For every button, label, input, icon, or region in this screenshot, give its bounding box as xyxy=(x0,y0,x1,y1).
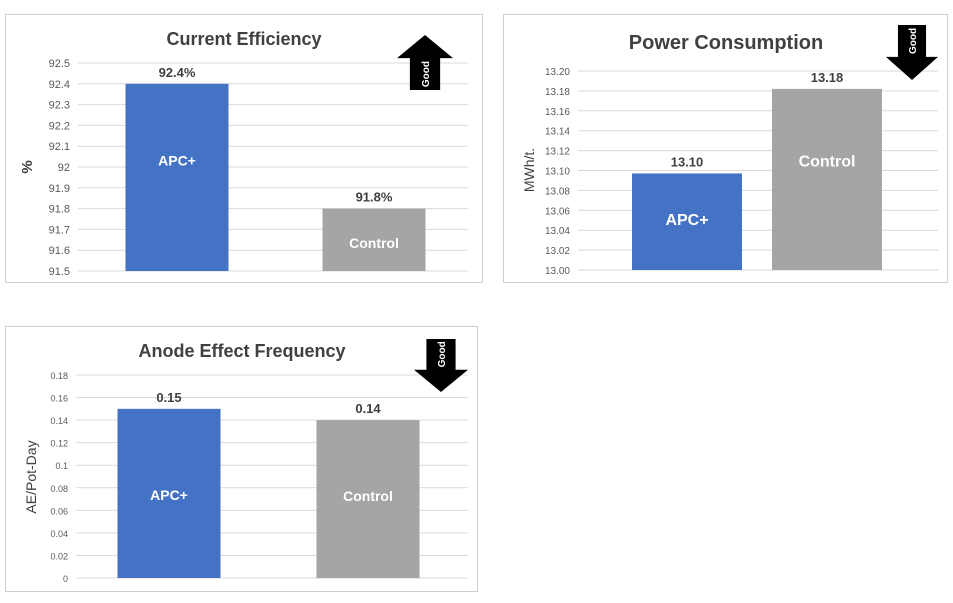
y-tick-label: 91.8 xyxy=(49,204,70,216)
y-tick-label: 91.6 xyxy=(49,245,70,257)
y-tick-label: 0.16 xyxy=(50,394,68,404)
y-tick-label: 0.12 xyxy=(50,439,68,449)
y-tick-label: 92.1 xyxy=(49,141,70,153)
bar xyxy=(632,173,742,270)
data-label: 13.18 xyxy=(811,70,844,85)
bar-category-label: Control xyxy=(799,153,856,170)
bar-category-label: Control xyxy=(343,488,393,504)
y-tick-label: 92.4 xyxy=(49,79,70,91)
good-up-arrow-icon: Good xyxy=(397,35,453,90)
chart-anode-effect-frequency: 0 0.02 0.04 0.06 0.08 0.1 0.12 0.14 0.16 0.18 Anod… xyxy=(23,339,468,584)
y-tick-label: 13.06 xyxy=(545,206,570,217)
chart-panel-power-consumption: 13.00 13.02 13.04 13.06 13.08 13.10 13.12 13.14… xyxy=(503,14,948,283)
y-tick-label: 0.14 xyxy=(50,416,68,426)
good-indicator-label: Good xyxy=(908,28,919,54)
y-tick-label: 0.1 xyxy=(55,461,68,471)
y-tick-label: 13.20 xyxy=(545,67,570,78)
y-axis-label: MWh/t. xyxy=(521,148,537,192)
good-indicator-label: Good xyxy=(437,341,448,367)
y-tick-label: 91.7 xyxy=(49,224,70,236)
good-down-arrow-icon: Good xyxy=(414,339,468,392)
y-tick-label: 92.2 xyxy=(49,120,70,132)
y-tick-label: 13.18 xyxy=(545,87,570,98)
chart-title: Anode Effect Frequency xyxy=(138,341,345,361)
y-tick-label: 13.02 xyxy=(545,246,570,257)
bar xyxy=(316,420,420,578)
chart-title: Current Efficiency xyxy=(166,29,321,49)
data-label: 0.15 xyxy=(156,390,181,405)
bar xyxy=(322,208,426,271)
y-axis-label: AE/Pot-Day xyxy=(23,440,39,513)
y-tick-label: 13.10 xyxy=(545,167,570,178)
y-tick-label: 13.14 xyxy=(545,127,570,138)
y-tick-label: 92 xyxy=(58,162,70,174)
y-tick-label: 0.02 xyxy=(50,551,68,561)
y-tick-label: 13.16 xyxy=(545,107,570,118)
y-tick-label: 91.5 xyxy=(49,266,70,278)
chart-title: Power Consumption xyxy=(629,32,823,54)
bar-category-label: APC+ xyxy=(150,487,188,503)
y-tick-label: 92.5 xyxy=(49,58,70,70)
y-tick-label: 13.00 xyxy=(545,266,570,277)
good-down-arrow-icon: Good xyxy=(886,25,938,80)
y-tick-label: 91.9 xyxy=(49,183,70,195)
chart-panel-current-efficiency: 91.5 91.6 91.7 91.8 91.9 92 92.1 92.2 92.3 92.4 92… xyxy=(5,14,483,283)
bar xyxy=(125,83,229,271)
data-label: 92.4% xyxy=(159,65,196,80)
y-tick-label: 0.04 xyxy=(50,529,68,539)
data-label: 13.10 xyxy=(671,154,704,169)
y-axis-label: % xyxy=(19,160,36,173)
bar-category-label: Control xyxy=(349,235,399,251)
y-tick-label: 13.12 xyxy=(545,147,570,158)
y-tick-label: 0.06 xyxy=(50,506,68,516)
y-tick-label: 92.3 xyxy=(49,100,70,112)
y-tick-label: 13.08 xyxy=(545,186,570,197)
data-label: 0.14 xyxy=(355,401,381,416)
bar xyxy=(772,88,882,270)
bar xyxy=(117,408,221,578)
bar-category-label: APC+ xyxy=(665,212,708,229)
chart-current-efficiency: 91.5 91.6 91.7 91.8 91.9 92 92.1 92.2 92.3 92.4 92… xyxy=(19,29,468,278)
y-tick-label: 13.04 xyxy=(545,226,570,237)
y-tick-label: 0 xyxy=(63,574,68,584)
bar-category-label: APC+ xyxy=(158,153,196,169)
data-label: 91.8% xyxy=(356,190,393,205)
good-indicator-label: Good xyxy=(421,61,432,87)
y-tick-label: 0.18 xyxy=(50,371,68,381)
chart-panel-anode-effect-frequency: 0 0.02 0.04 0.06 0.08 0.1 0.12 0.14 0.16 0.18 Anod… xyxy=(5,326,478,592)
y-tick-label: 0.08 xyxy=(50,484,68,494)
chart-power-consumption: 13.00 13.02 13.04 13.06 13.08 13.10 13.12 13.14… xyxy=(521,25,938,277)
